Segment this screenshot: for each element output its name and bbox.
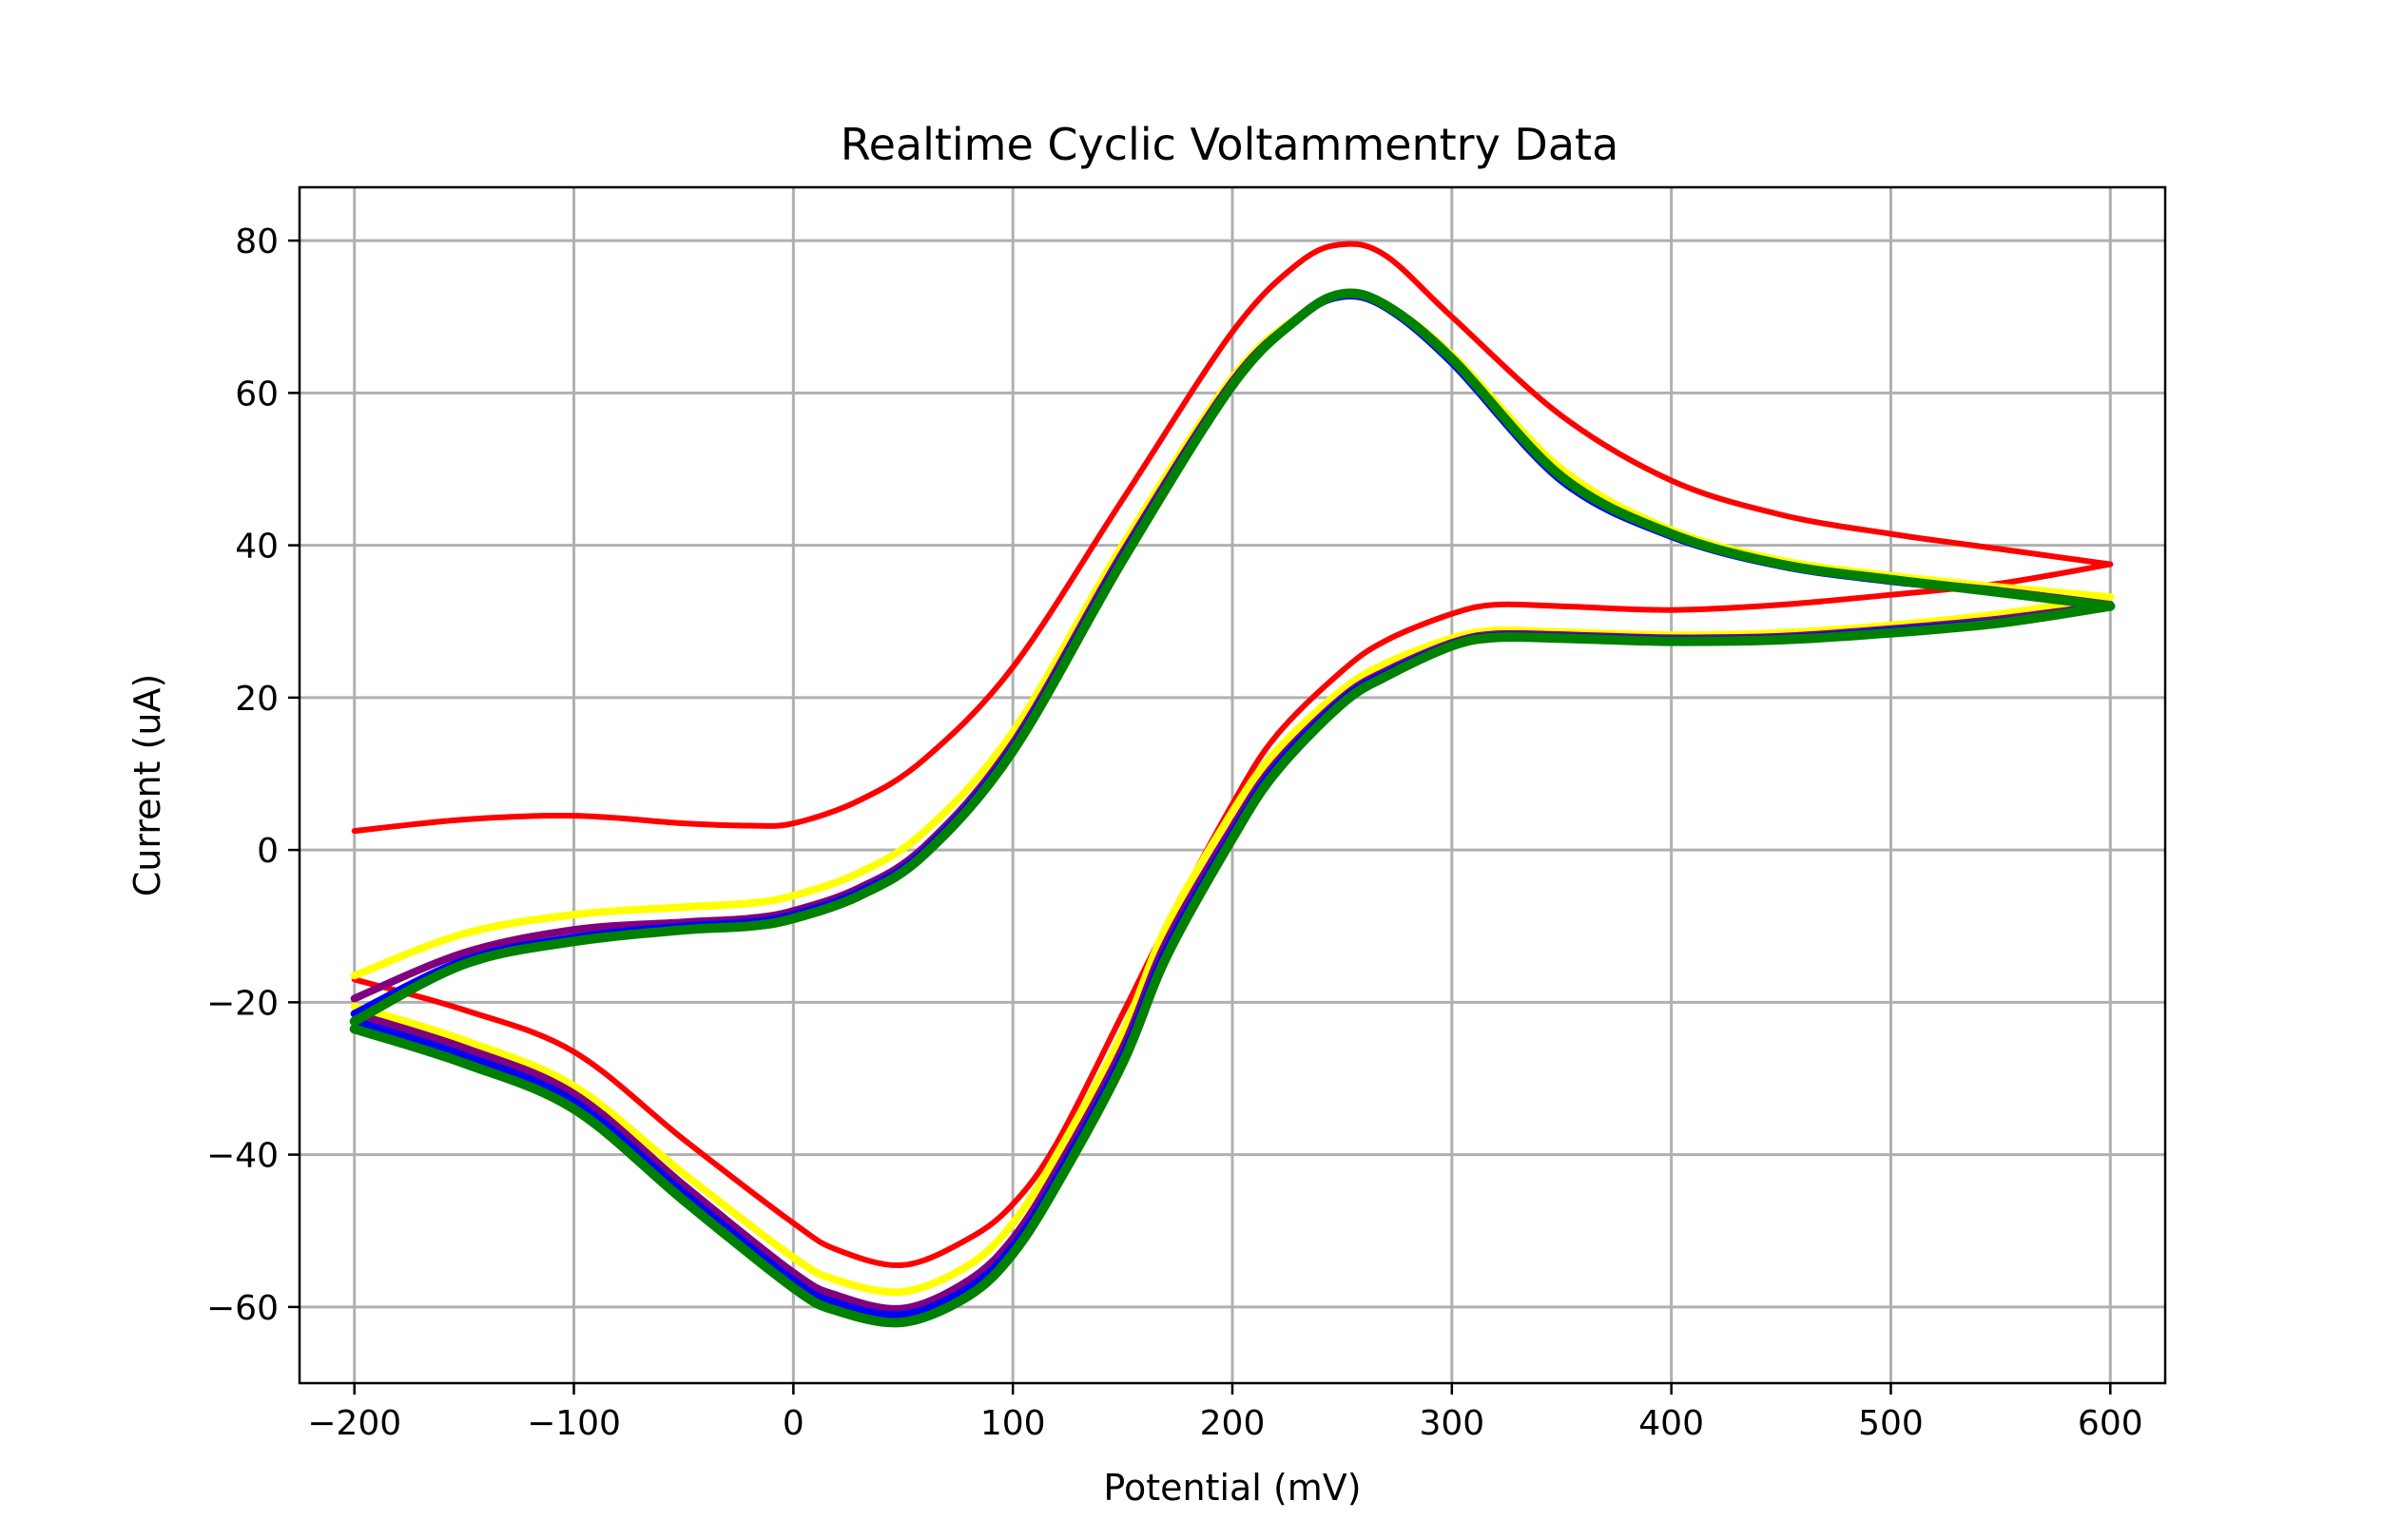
y-tick-label: −20 [206,984,279,1023]
series-line-forward [351,241,2114,835]
series-layer [349,241,2116,1328]
x-tick-label: 500 [1858,1404,1924,1443]
x-tick-label: 100 [980,1404,1046,1443]
y-axis: −60 −40 −20 0 20 40 60 80 [206,222,300,1328]
y-tick-label: 80 [235,222,279,261]
y-tick-label: 0 [257,832,279,871]
x-tick-label: 400 [1638,1404,1704,1443]
x-axis: −200 −100 0 100 200 300 400 500 600 [307,1383,2143,1443]
x-axis-label: Potential (mV) [1103,1467,1361,1509]
series-line-reverse [349,601,2116,1328]
series-5 [349,288,2116,1328]
x-tick-label: 0 [783,1404,804,1443]
x-tick-label: 200 [1200,1404,1266,1443]
y-tick-label: 40 [235,528,279,567]
grid [300,187,2165,1383]
y-axis-label: Current (uA) [126,674,168,897]
x-tick-label: −100 [527,1404,621,1443]
x-tick-label: 300 [1419,1404,1484,1443]
y-tick-label: 60 [235,375,279,414]
y-tick-label: 20 [235,680,279,719]
y-tick-label: −40 [206,1137,279,1176]
x-tick-label: −200 [307,1404,401,1443]
chart-title: Realtime Cyclic Voltammentry Data [841,119,1619,170]
x-tick-label: 600 [2078,1404,2143,1443]
y-tick-label: −60 [206,1289,279,1328]
series-line-forward [349,288,2116,1027]
